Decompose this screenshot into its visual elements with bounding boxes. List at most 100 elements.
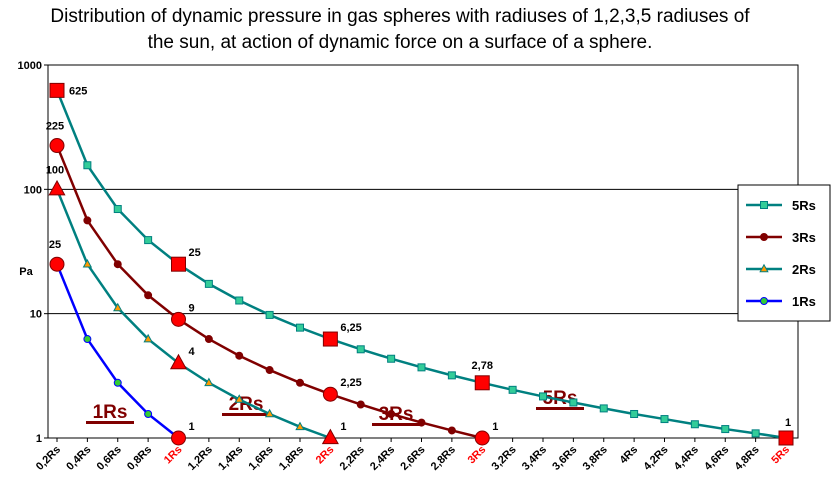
plot-area <box>47 64 799 439</box>
legend-label: 2Rs <box>792 262 816 277</box>
data-label: 1 <box>785 417 791 429</box>
point-marker <box>235 296 244 305</box>
point-marker <box>721 425 730 434</box>
x-tick-label: 0,6Rs <box>95 444 124 473</box>
annotation: 5Rs <box>543 388 578 409</box>
data-label: 6,25 <box>340 322 361 334</box>
point-marker <box>113 260 122 269</box>
point-marker <box>82 258 93 268</box>
point-marker <box>387 409 396 418</box>
highlight-marker <box>49 82 65 98</box>
x-tick-label: 0,8Rs <box>125 444 154 473</box>
point-marker <box>599 404 608 413</box>
point-marker <box>264 408 275 418</box>
point-marker <box>387 354 396 363</box>
y-tick-label: 100 <box>24 184 42 196</box>
data-label: 1 <box>492 421 498 433</box>
data-label: 1 <box>340 421 346 433</box>
point-marker <box>204 279 213 288</box>
annotation-underline <box>222 413 270 416</box>
legend-box <box>737 184 831 322</box>
point-marker <box>265 366 274 375</box>
point-marker <box>447 426 456 435</box>
point-marker <box>204 335 213 344</box>
point-marker <box>83 216 92 225</box>
point-marker <box>235 351 244 360</box>
x-tick-label: 4,2Rs <box>641 444 670 473</box>
x-tick-label: 4,4Rs <box>672 444 701 473</box>
highlight-marker <box>49 256 65 272</box>
x-tick-label: 0,4Rs <box>64 444 93 473</box>
x-tick-label: 3,8Rs <box>581 444 610 473</box>
legend-marker <box>760 233 768 241</box>
point-marker <box>296 378 304 387</box>
x-tick-label: 3,4Rs <box>520 444 549 473</box>
point-marker <box>751 429 760 438</box>
point-marker <box>295 421 305 431</box>
data-label: 625 <box>69 85 87 97</box>
series-line <box>55 188 331 440</box>
data-label: 1 <box>189 421 195 433</box>
x-tick-label: 1,2Rs <box>186 444 215 473</box>
x-tick-label: 3,2Rs <box>490 444 519 473</box>
point-marker <box>690 420 699 429</box>
data-label: 2,78 <box>472 360 493 372</box>
highlight-marker <box>321 428 339 445</box>
point-marker <box>144 291 153 300</box>
point-marker <box>447 371 456 380</box>
point-marker <box>539 392 547 401</box>
x-tick-label: 4,8Rs <box>733 444 762 473</box>
highlight-marker <box>171 311 186 327</box>
point-marker <box>143 333 153 343</box>
highlight-marker <box>778 430 794 446</box>
point-marker <box>265 310 274 319</box>
point-marker <box>356 345 365 354</box>
x-tick-label: 3,6Rs <box>550 444 579 473</box>
data-label: 9 <box>189 302 195 314</box>
point-marker <box>234 394 244 403</box>
y-tick-label: 1000 <box>18 60 42 72</box>
annotation-underline <box>372 423 420 426</box>
x-tick-label: 4,6Rs <box>702 444 731 473</box>
highlight-marker <box>322 331 338 347</box>
x-tick-label: 0,2Rs <box>34 444 63 473</box>
x-tick-label: 2,6Rs <box>398 444 427 473</box>
highlight-marker <box>171 256 186 272</box>
point-marker <box>144 236 153 245</box>
highlight-marker <box>169 353 188 370</box>
point-marker <box>417 363 426 372</box>
highlight-marker <box>49 138 65 154</box>
point-marker <box>113 205 122 214</box>
data-label: 25 <box>49 239 61 251</box>
point-marker <box>356 400 365 409</box>
data-label: 225 <box>46 121 64 133</box>
x-tick-label: 5Rs <box>769 444 792 467</box>
point-marker <box>569 398 578 407</box>
point-marker <box>417 418 426 427</box>
x-tick-label: 1Rs <box>162 444 185 467</box>
point-marker <box>508 385 517 394</box>
legend-label: 3Rs <box>792 230 816 245</box>
data-label: 25 <box>189 247 201 259</box>
data-label: 2,25 <box>340 377 361 389</box>
y-axis-label: Pa <box>19 266 33 278</box>
annotation-underline <box>86 421 134 424</box>
x-tick-label: 1,8Rs <box>277 444 306 473</box>
highlight-marker <box>171 430 186 446</box>
point-marker <box>83 161 92 170</box>
highlight-marker <box>322 386 338 402</box>
point-marker <box>113 378 122 387</box>
point-marker <box>204 377 214 387</box>
x-tick-label: 1,4Rs <box>216 444 245 473</box>
point-marker <box>660 415 669 424</box>
legend-label: 1Rs <box>792 294 816 309</box>
point-marker <box>296 323 304 332</box>
point-marker <box>144 409 153 418</box>
legend-marker <box>760 297 768 305</box>
data-label: 4 <box>189 346 196 358</box>
data-label: 100 <box>46 164 64 176</box>
point-marker <box>83 335 92 344</box>
highlight-marker <box>48 179 66 196</box>
